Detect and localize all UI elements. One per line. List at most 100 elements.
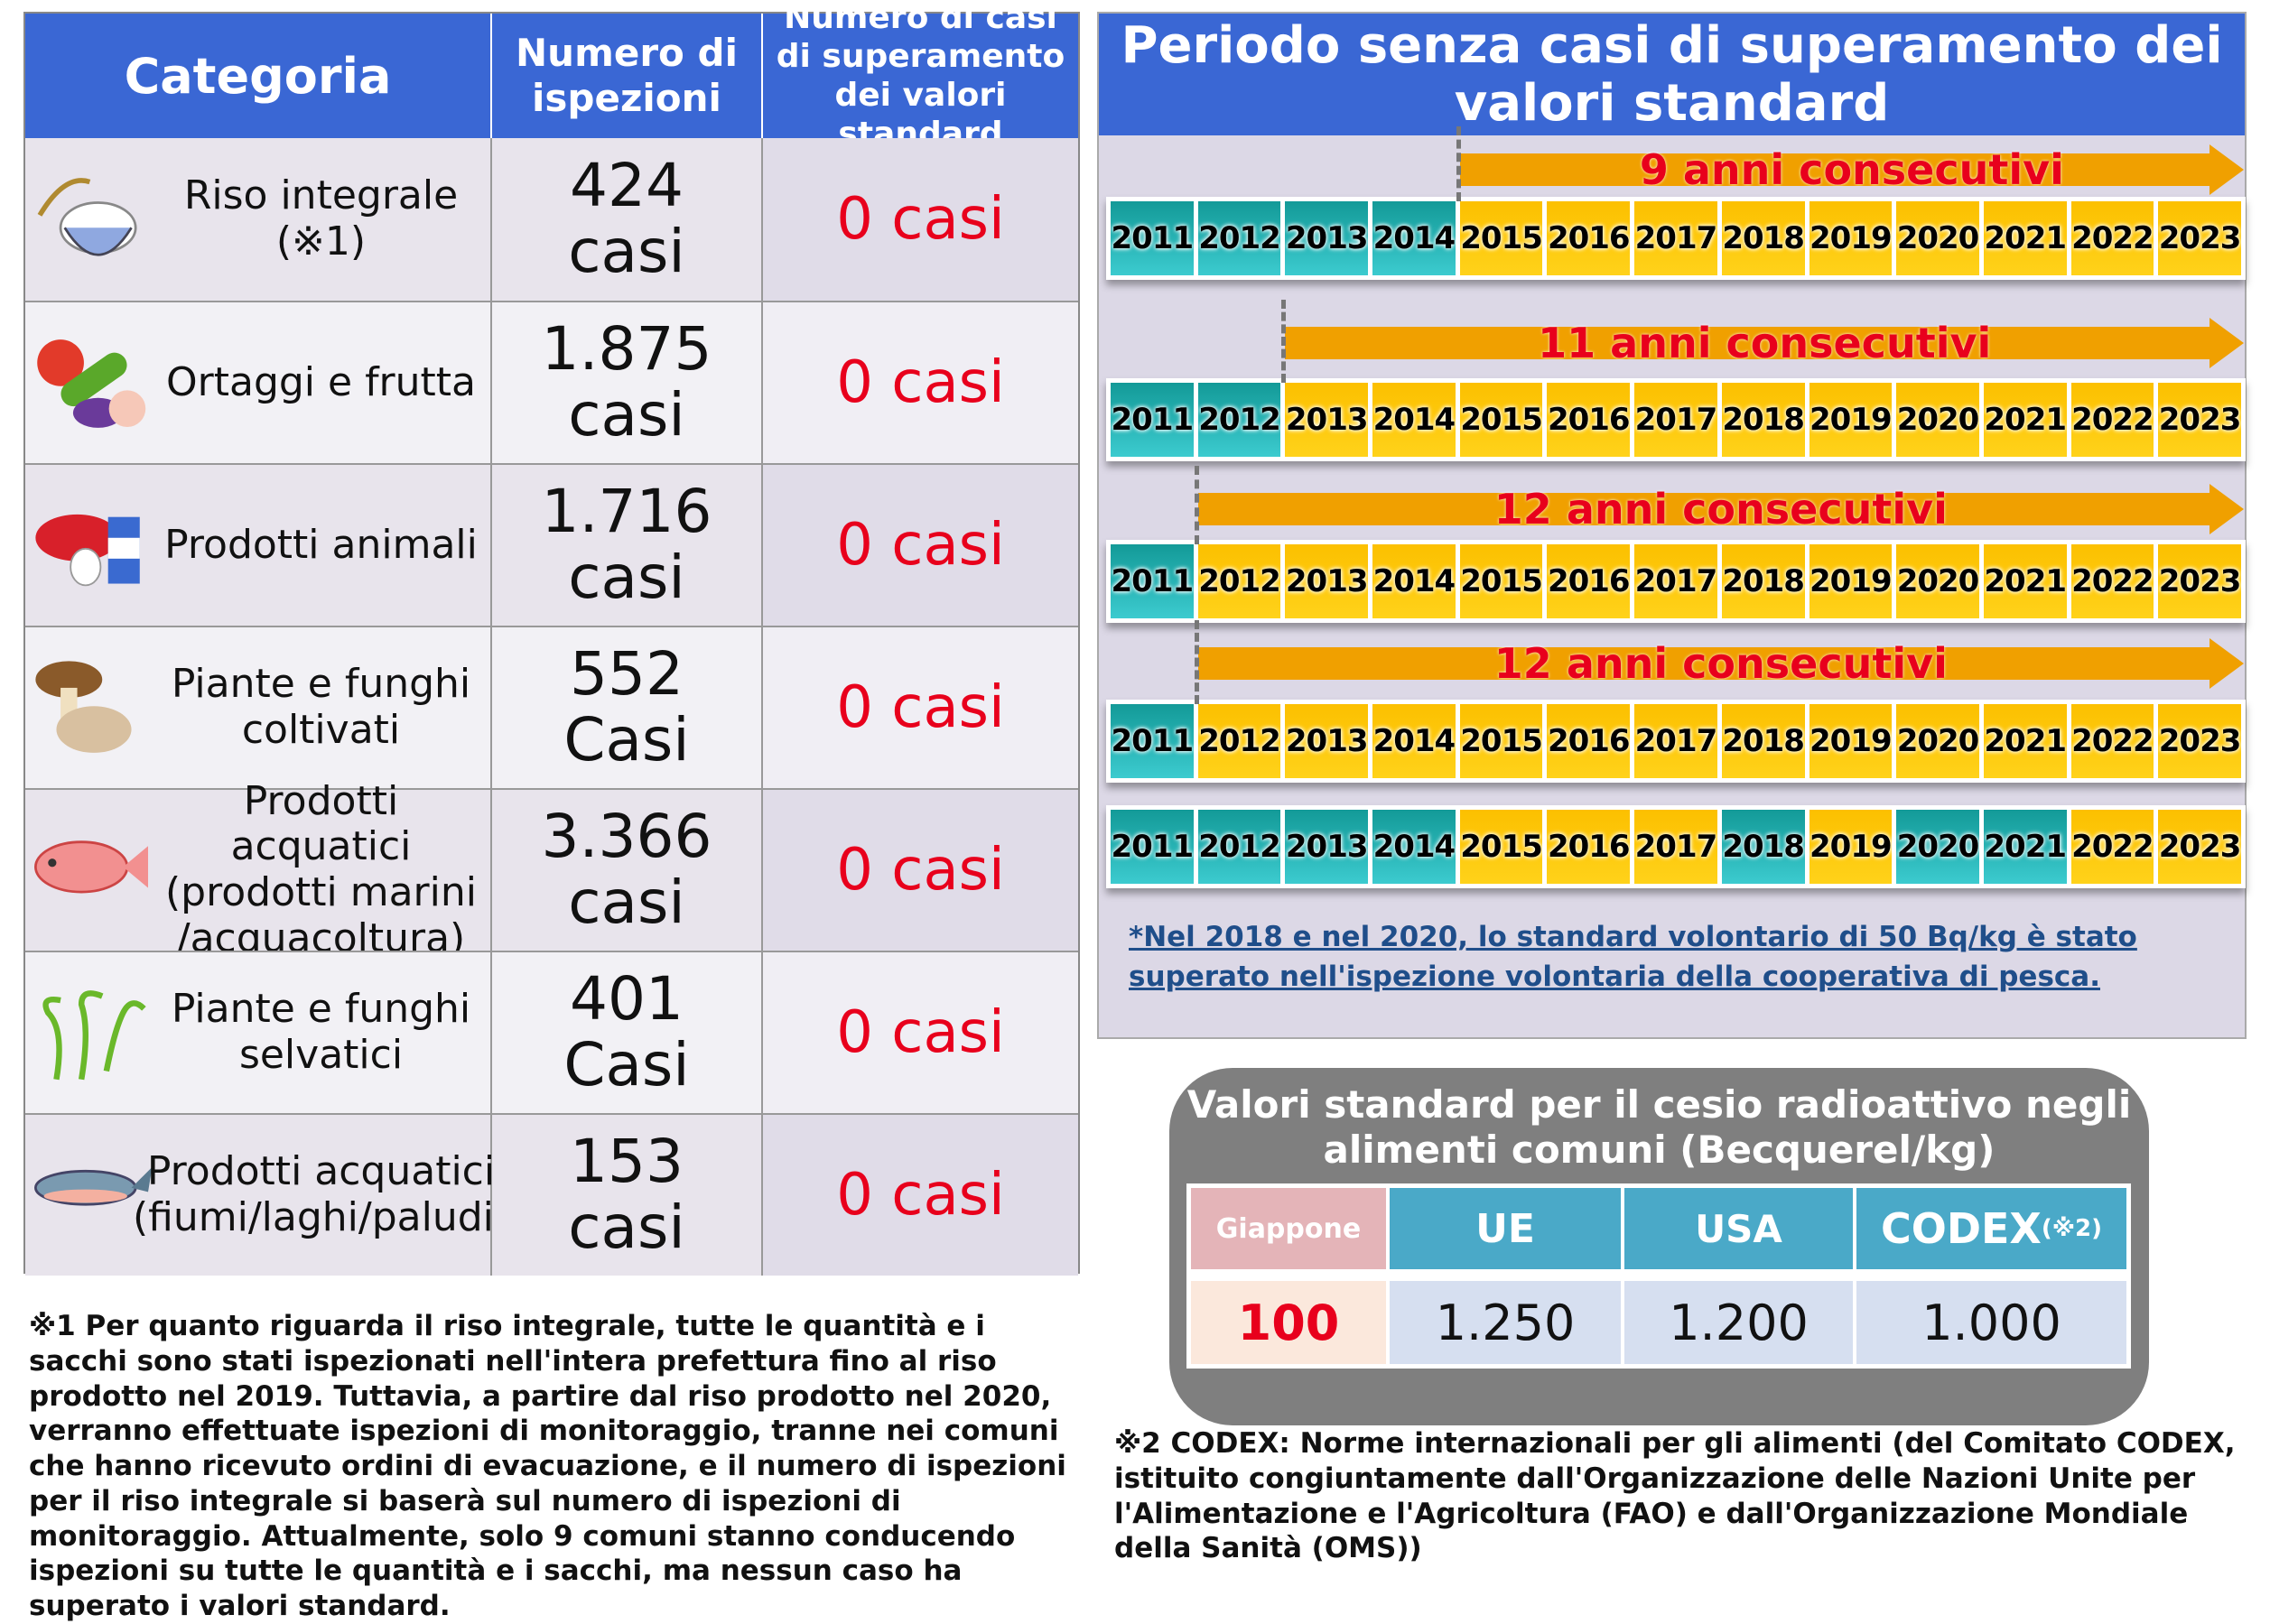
arrow-shaft — [1197, 493, 2211, 525]
arrow-shaft — [1197, 647, 2211, 680]
year-cell: 2018 — [1721, 810, 1805, 884]
year-cell: 2012 — [1197, 544, 1281, 618]
year-cell: 2022 — [2070, 704, 2154, 778]
header-category: Categoria — [25, 14, 492, 138]
consecutive-years-arrow: 12 anni consecutivi — [1197, 484, 2244, 534]
year-cell: 2013 — [1285, 810, 1369, 884]
year-cell: 2022 — [2070, 544, 2154, 618]
year-cell: 2011 — [1111, 383, 1194, 457]
year-cell: 2020 — [1896, 383, 1979, 457]
exceedance-count: 0 casi — [763, 627, 1078, 788]
year-cell: 2019 — [1809, 544, 1893, 618]
std-header-codex: CODEX (※2) — [1856, 1188, 2126, 1269]
meat-milk-egg-icon — [35, 514, 140, 587]
year-cell: 2021 — [1983, 383, 2067, 457]
table-row: Ortaggi e frutta 1.875 casi 0 casi — [25, 301, 1078, 463]
year-cell: 2015 — [1459, 201, 1543, 275]
mushroom-icon — [35, 661, 132, 753]
year-cell: 2016 — [1547, 810, 1631, 884]
footnote-2: ※2 CODEX: Norme internazionali per gli a… — [1114, 1427, 2236, 1565]
consecutive-years-arrow: 9 anni consecutivi — [1459, 144, 2244, 195]
timeline-note: *Nel 2018 e nel 2020, lo standard volont… — [1129, 921, 2137, 994]
year-cell: 2017 — [1634, 704, 1717, 778]
year-cell: 2012 — [1197, 704, 1281, 778]
salmon-icon — [34, 1166, 153, 1206]
year-cell: 2017 — [1634, 201, 1717, 275]
category-cell: Riso integrale (※1) — [25, 138, 492, 301]
start-marker-dashed-line — [1194, 466, 1199, 544]
year-band: 2011 2012 2013 2014 2015 2016 2017 2018 2019 2020… — [1106, 197, 2246, 280]
year-band: 2011 2012 2013 2014 2015 2016 2017 2018 2019 2020… — [1106, 805, 2246, 888]
year-cell: 2014 — [1372, 201, 1456, 275]
exceedance-count: 0 casi — [763, 790, 1078, 951]
std-value-usa: 1.200 — [1624, 1281, 1853, 1364]
arrow-shaft — [1459, 153, 2211, 186]
sea-bream-icon — [34, 840, 148, 894]
header-exceedances: Numero di casi di superamento dei valori… — [763, 0, 1078, 153]
standards-title: Valori standard per il cesio radioattivo… — [1186, 1082, 2132, 1173]
year-cell: 2023 — [2158, 383, 2241, 457]
category-label: Prodotti acquatici (prodotti marini /acq… — [165, 777, 477, 961]
inspections-count: 1.875 casi — [492, 302, 763, 463]
table-row: Piante e funghi selvatici 401 Casi 0 cas… — [25, 951, 1078, 1113]
year-cell: 2023 — [2158, 544, 2241, 618]
inspections-count: 153 casi — [492, 1115, 763, 1276]
arrow-head-icon — [2209, 638, 2244, 689]
category-cell: Ortaggi e frutta — [25, 302, 492, 463]
std-value-codex: 1.000 — [1856, 1281, 2126, 1364]
std-header-usa: USA — [1624, 1188, 1853, 1269]
year-cell: 2016 — [1547, 704, 1631, 778]
year-cell: 2016 — [1547, 383, 1631, 457]
year-cell: 2020 — [1896, 201, 1979, 275]
category-label: Prodotti acquatici (fiumi/laghi/paludi) — [132, 1148, 510, 1240]
inspections-count: 424 casi — [492, 138, 763, 301]
inspections-count: 3.366 casi — [492, 790, 763, 951]
start-marker-dashed-line — [1456, 126, 1461, 201]
rice-icon — [37, 178, 137, 256]
year-cell: 2013 — [1285, 704, 1369, 778]
year-band: 2011 2012 2013 2014 2015 2016 2017 2018 2019 2020… — [1106, 700, 2246, 783]
year-cell: 2014 — [1372, 544, 1456, 618]
header-inspections: Numero di ispezioni — [492, 14, 763, 138]
start-marker-dashed-line — [1281, 300, 1287, 383]
year-cell: 2018 — [1721, 544, 1805, 618]
year-cell: 2016 — [1547, 201, 1631, 275]
footnote-1: ※1 Per quanto riguarda il riso integrale… — [29, 1310, 1066, 1622]
year-cell: 2023 — [2158, 704, 2241, 778]
category-cell: Piante e funghi selvatici — [25, 952, 492, 1113]
table-row: Prodotti acquatici (fiumi/laghi/paludi) … — [25, 1113, 1078, 1276]
year-cell: 2017 — [1634, 383, 1717, 457]
year-cell: 2021 — [1983, 544, 2067, 618]
start-marker-dashed-line — [1194, 620, 1199, 704]
year-band: 2011 2012 2013 2014 2015 2016 2017 2018 2019 2020… — [1106, 540, 2246, 623]
table-row: Piante e funghi coltivati 552 Casi 0 cas… — [25, 626, 1078, 788]
standards-box: Valori standard per il cesio radioattivo… — [1169, 1068, 2149, 1425]
year-cell: 2020 — [1896, 810, 1979, 884]
year-cell: 2012 — [1197, 810, 1281, 884]
year-cell: 2013 — [1285, 383, 1369, 457]
consecutive-years-label: 9 anni consecutivi — [1639, 145, 2064, 194]
year-cell: 2015 — [1459, 544, 1543, 618]
consecutive-years-arrow: 12 anni consecutivi — [1197, 638, 2244, 689]
year-cell: 2022 — [2070, 201, 2154, 275]
exceedance-count: 0 casi — [763, 302, 1078, 463]
arrow-head-icon — [2209, 318, 2244, 368]
year-cell: 2017 — [1634, 544, 1717, 618]
category-label: Piante e funghi coltivati — [171, 661, 471, 753]
exceedance-count: 0 casi — [763, 952, 1078, 1113]
exceedance-count: 0 casi — [763, 138, 1078, 301]
year-cell: 2016 — [1547, 544, 1631, 618]
year-cell: 2014 — [1372, 810, 1456, 884]
year-cell: 2022 — [2070, 383, 2154, 457]
standards-table: Giappone UE USA CODEX (※2) 100 1.250 1.20… — [1186, 1183, 2131, 1369]
year-cell: 2015 — [1459, 704, 1543, 778]
category-label: Ortaggi e frutta — [166, 358, 476, 405]
arrow-head-icon — [2209, 144, 2244, 195]
year-cell: 2019 — [1809, 383, 1893, 457]
std-header-japan: Giappone — [1191, 1188, 1386, 1269]
consecutive-years-arrow: 11 anni consecutivi — [1285, 318, 2244, 368]
year-cell: 2017 — [1634, 810, 1717, 884]
category-cell: Prodotti acquatici (prodotti marini /acq… — [25, 777, 492, 961]
exceedance-count: 0 casi — [763, 465, 1078, 626]
fern-icon — [42, 990, 146, 1081]
